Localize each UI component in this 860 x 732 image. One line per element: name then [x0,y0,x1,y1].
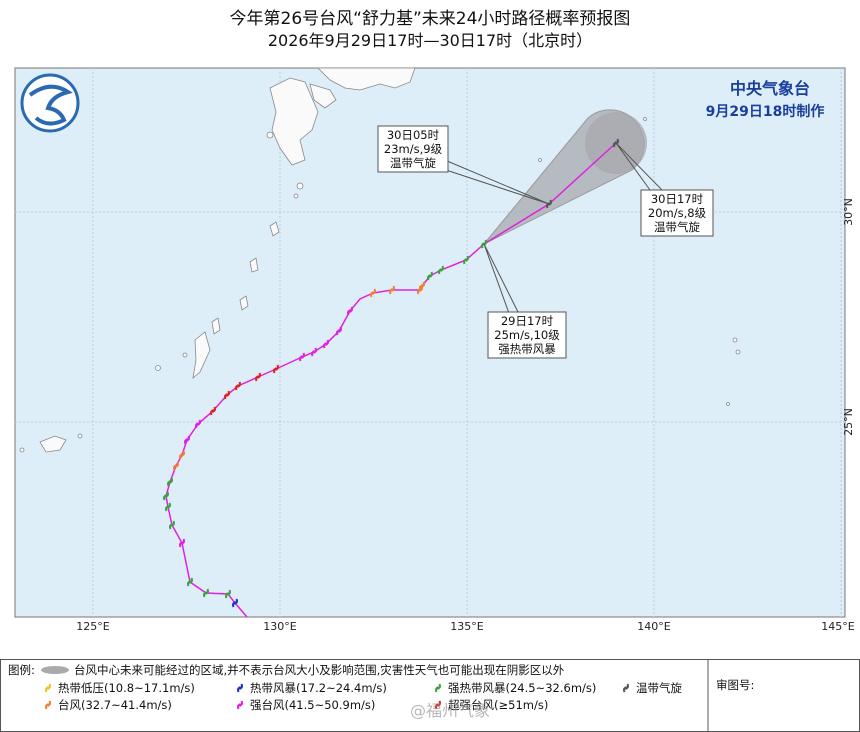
typhoon-center [168,480,172,484]
typhoon-center [236,384,240,388]
typhoon-center [170,523,174,527]
callout-type: 温带气旋 [654,220,700,234]
typhoon-center [300,355,304,359]
typhoon-center [428,274,432,278]
legend-cone-note: 台风中心未来可能经过的区域,并不表示台风大小及影响范围,灾害性天气也可能出现在阴… [74,663,565,677]
typhoon-center [439,268,443,272]
callout-time: 30日17时 [651,192,704,206]
agency-name: 中央气象台 [730,79,810,98]
agency-made: 9月29日18时制作 [706,103,825,120]
legend-item: 强热带风暴(24.5~32.6m/s) [448,681,596,695]
graticule [15,68,845,617]
lon-label: 145°E [821,620,854,633]
title: 今年第26号台风“舒力基”未来24小时路径概率预报图 [230,9,631,29]
legend-item: 台风(32.7~41.4m/s) [58,698,172,712]
typhoon-center [624,686,628,690]
typhoon-center [174,464,178,468]
callout-boxes [377,125,714,359]
watermark: @福州气象 [410,701,490,720]
lon-label: 135°E [450,620,483,633]
typhoon-center [185,438,189,442]
typhoon-center [436,686,440,690]
legend-item: 温带气旋 [636,681,682,695]
legend-cone-swatch [41,666,69,674]
legend-item: 热带风暴(17.2~24.4m/s) [250,681,387,695]
legend-item: 强台风(41.5~50.9m/s) [250,698,375,712]
typhoon-center [226,592,230,596]
typhoon-center [324,342,328,346]
legend-item: 超强台风(≥51m/s) [448,698,548,712]
land [19,67,741,453]
typhoon-center [312,350,316,354]
logo-mark [28,84,73,126]
callout-time: 30日05时 [387,128,440,142]
callout-wind: 25m/s,10级 [494,328,560,342]
callout-leaders [439,142,663,317]
typhoon-center [164,494,168,498]
typhoon-center [204,591,208,595]
lat-label: 30°N [842,198,855,226]
callout-wind: 20m/s,8级 [648,206,707,220]
typhoon-center [238,686,242,690]
callout-type: 强热带风暴 [498,342,556,356]
typhoon-center [188,580,192,584]
typhoon-center [233,601,237,605]
typhoon-center [371,291,375,295]
typhoon-center [196,422,200,426]
callout-wind: 23m/s,9级 [384,142,443,156]
typhoon-center [46,703,50,707]
typhoon-center [274,367,278,371]
legend-items: 热带低压(10.8~17.1m/s) 热带风暴(17.2~24.4m/s) 强热带风… [45,681,682,712]
typhoon-center [436,703,440,707]
typhoon-center [464,258,468,262]
lon-label: 130°E [263,620,296,633]
typhoon-center [238,703,242,707]
lat-label: 25°N [842,408,855,436]
lon-label: 140°E [637,620,670,633]
typhoon-center [390,288,394,292]
typhoon-center [420,284,424,288]
typhoon-center [256,375,260,379]
typhoon-center [211,409,215,413]
legend-label: 图例: [8,663,35,677]
typhoon-center [180,541,184,545]
callout-time: 29日17时 [501,314,554,328]
typhoon-center [337,329,341,333]
typhoon-center [348,309,352,313]
typhoon-center [166,505,170,509]
typhoon-center [180,453,184,457]
review-number: 审图号: [716,678,754,692]
typhoon-center [225,393,229,397]
legend-item: 热带低压(10.8~17.1m/s) [58,681,195,695]
typhoon-center [46,686,50,690]
callout-type: 温带气旋 [390,156,436,170]
subtitle: 2026年9月29日17时—30日17时（北京时） [268,31,592,50]
track-markers [163,138,619,608]
lon-label: 125°E [76,620,109,633]
